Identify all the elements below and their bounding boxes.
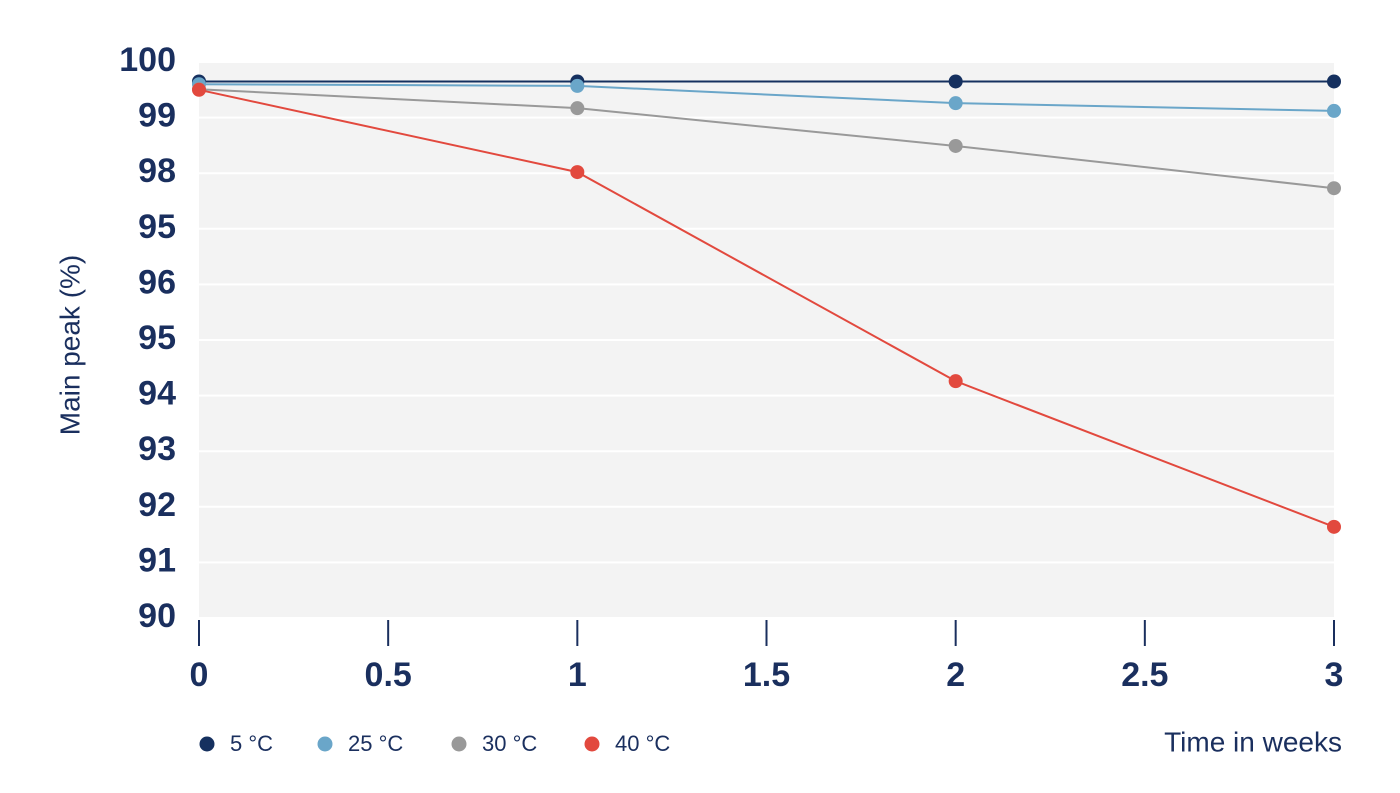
data-point	[948, 74, 963, 89]
legend-marker	[199, 736, 215, 752]
y-tick-label: 94	[138, 375, 176, 413]
data-point	[570, 101, 585, 116]
x-tick-label: 1.5	[743, 656, 790, 694]
data-point	[948, 138, 963, 153]
data-point	[948, 374, 963, 389]
y-axis-label: Main peak (%)	[54, 255, 85, 436]
data-point	[948, 96, 963, 111]
legend-marker	[584, 736, 600, 752]
data-point	[192, 82, 206, 97]
legend-label: 25 °C	[348, 731, 403, 756]
y-tick-label: 95	[138, 208, 176, 246]
x-tick-label: 2.5	[1121, 656, 1168, 694]
y-tick-label: 90	[138, 597, 176, 635]
series-line	[198, 88, 1335, 190]
y-tick-label: 95	[138, 319, 176, 357]
legend-label: 5 °C	[230, 731, 273, 756]
x-axis-label: Time in weeks	[1164, 726, 1342, 757]
y-tick-label: 99	[138, 97, 176, 135]
y-tick-label: 92	[138, 486, 176, 524]
y-tick-label: 96	[138, 263, 176, 301]
legend-marker	[451, 736, 467, 752]
data-point	[1327, 103, 1341, 118]
legend-marker	[317, 736, 333, 752]
y-tick-label: 93	[138, 430, 176, 468]
x-tick-label: 2	[946, 656, 965, 694]
x-tick-label: 3	[1325, 656, 1344, 694]
legend-label: 30 °C	[482, 731, 537, 756]
legend-label: 40 °C	[615, 731, 670, 756]
y-tick-label: 91	[138, 541, 176, 579]
data-point	[570, 165, 585, 180]
x-tick-label: 0.5	[365, 656, 412, 694]
y-tick-label: 98	[138, 152, 176, 190]
x-tick-label: 1	[568, 656, 587, 694]
data-point	[1327, 519, 1341, 534]
series-line	[198, 83, 1335, 112]
series-line	[198, 88, 1335, 528]
y-tick-label: 100	[119, 41, 176, 79]
data-point	[570, 78, 585, 93]
data-point	[1327, 74, 1341, 89]
x-tick-label: 0	[190, 656, 209, 694]
data-point	[1327, 181, 1341, 196]
